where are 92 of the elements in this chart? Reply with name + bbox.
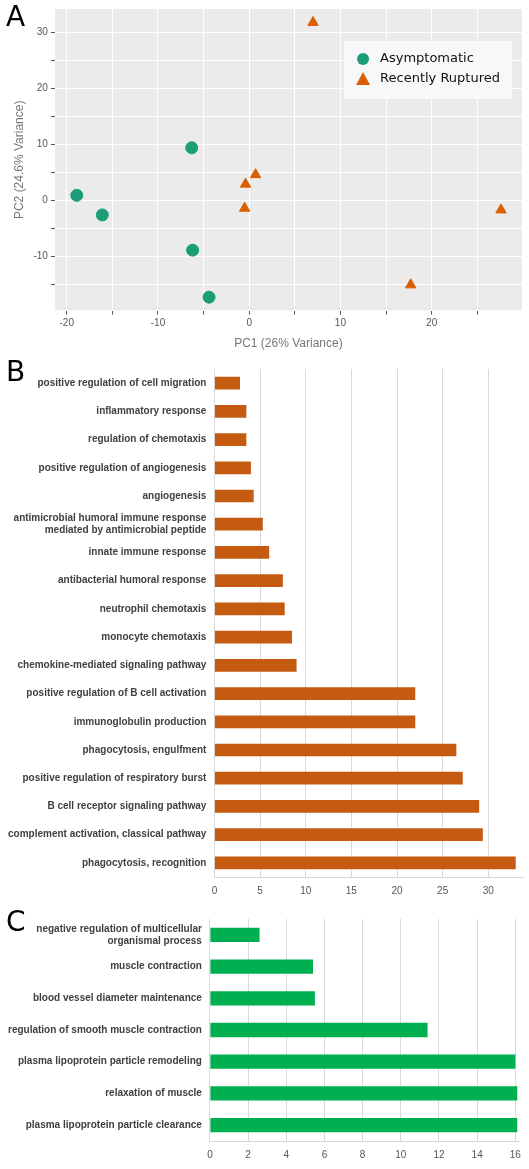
bar bbox=[210, 927, 260, 942]
y-tick-label: complement activation, classical pathway bbox=[7, 828, 207, 840]
point bbox=[307, 15, 319, 26]
point bbox=[186, 243, 200, 257]
y-tick-label: chemokine-mediated signaling pathway bbox=[17, 659, 207, 671]
point bbox=[95, 208, 109, 222]
point bbox=[404, 278, 417, 289]
point bbox=[185, 141, 199, 155]
bar bbox=[214, 687, 416, 700]
text: C bbox=[6, 905, 26, 938]
bar bbox=[214, 546, 270, 559]
bar bbox=[210, 1118, 518, 1133]
point bbox=[239, 177, 252, 188]
legend-label: Recently Ruptured bbox=[380, 70, 500, 86]
y-tick-label: B cell receptor signaling pathway bbox=[47, 800, 207, 812]
y-axis-title: PC2 (24.6% Variance) bbox=[11, 100, 26, 220]
x-tick-label: 25 bbox=[437, 884, 449, 896]
bar bbox=[210, 1022, 428, 1038]
x-tick-label: 0 bbox=[211, 884, 218, 896]
bar bbox=[214, 658, 297, 672]
bar bbox=[214, 771, 463, 785]
y-tick-label: phagocytosis, recognition bbox=[81, 856, 207, 868]
y-tick-label: immunoglobulin production bbox=[73, 715, 207, 727]
x-tick-label: 12 bbox=[433, 1148, 445, 1160]
y-tick-label: antibacterial humoral response bbox=[58, 574, 207, 586]
y-tick-label: blood vessel diameter maintenance bbox=[32, 992, 203, 1004]
bar bbox=[210, 1054, 516, 1069]
point bbox=[70, 188, 84, 202]
bar bbox=[210, 1086, 518, 1101]
bar bbox=[210, 991, 315, 1006]
bar bbox=[214, 517, 263, 531]
y-tick-label: 30 bbox=[36, 26, 49, 38]
x-tick-label: 16 bbox=[509, 1148, 522, 1160]
x-tick-label: 2 bbox=[245, 1148, 252, 1160]
y-tick-label: plasma lipoprotein particle clearance bbox=[25, 1118, 203, 1130]
bar bbox=[210, 959, 313, 974]
x-tick-label: 8 bbox=[359, 1148, 366, 1160]
x-tick-label: 30 bbox=[482, 884, 495, 896]
bar bbox=[214, 800, 480, 813]
x-tick-label: 15 bbox=[345, 884, 358, 896]
x-axis-title: PC1 (26% Variance) bbox=[234, 336, 343, 351]
y-tick-label: phagocytosis, engulfment bbox=[82, 743, 208, 755]
y-tick-label: 10 bbox=[36, 138, 49, 150]
y-tick-label: negative regulation of multicellular organismal process bbox=[36, 922, 203, 946]
x-tick-label: 20 bbox=[391, 884, 404, 896]
x-tick-label: 10 bbox=[395, 1148, 407, 1160]
y-tick-label: monocyte chemotaxis bbox=[101, 630, 207, 642]
y-tick-label: relaxation of muscle bbox=[105, 1087, 203, 1099]
legend-label: Asymptomatic bbox=[380, 50, 474, 66]
x-tick-label: 5 bbox=[257, 884, 264, 896]
y-tick-label: 20 bbox=[36, 82, 49, 94]
bar bbox=[214, 743, 457, 757]
y-tick-label: positive regulation of respiratory burst bbox=[22, 771, 208, 783]
x-tick-label: 10 bbox=[300, 884, 312, 896]
x-tick-label: -20 bbox=[59, 317, 75, 329]
bar bbox=[214, 433, 247, 446]
bar bbox=[214, 574, 283, 588]
y-tick-label: muscle contraction bbox=[110, 960, 202, 972]
x-tick-label: 14 bbox=[471, 1148, 484, 1160]
x-tick-label: 6 bbox=[321, 1148, 328, 1160]
y-tick-label: positive regulation of cell migration bbox=[37, 376, 207, 388]
bar bbox=[214, 489, 254, 503]
y-tick-label: 0 bbox=[42, 194, 49, 206]
point bbox=[495, 203, 507, 214]
bar bbox=[214, 856, 516, 870]
text: B bbox=[6, 355, 26, 388]
point bbox=[202, 290, 216, 304]
y-tick-label: innate immune response bbox=[88, 546, 207, 558]
x-tick-label: 0 bbox=[246, 317, 253, 329]
y-tick-label: regulation of smooth muscle contraction bbox=[8, 1023, 202, 1035]
y-tick-label: plasma lipoprotein particle remodeling bbox=[17, 1055, 202, 1067]
y-tick-label: positive regulation of B cell activation bbox=[26, 687, 207, 699]
y-tick-label: regulation of chemotaxis bbox=[88, 433, 207, 445]
bar bbox=[214, 630, 293, 644]
bar bbox=[214, 404, 247, 418]
y-tick-label: -10 bbox=[33, 250, 49, 262]
bar bbox=[214, 602, 285, 616]
point bbox=[238, 201, 251, 212]
y-tick-label: positive regulation of angiogenesis bbox=[38, 461, 207, 473]
point bbox=[249, 168, 262, 179]
bar bbox=[214, 376, 240, 390]
x-tick-label: 10 bbox=[334, 317, 347, 329]
y-tick-label: angiogenesis bbox=[142, 489, 207, 501]
text: A bbox=[6, 0, 26, 33]
y-tick-label: neutrophil chemotaxis bbox=[99, 602, 207, 614]
x-tick-label: 20 bbox=[426, 317, 438, 329]
bar bbox=[214, 715, 416, 729]
x-tick-label: 4 bbox=[283, 1148, 290, 1160]
y-tick-label: inflammatory response bbox=[96, 405, 207, 417]
bar bbox=[214, 828, 483, 842]
bar bbox=[214, 461, 251, 475]
y-tick-label: antimicrobial humoral immune response mediated by antimicrobial peptide bbox=[13, 511, 207, 535]
